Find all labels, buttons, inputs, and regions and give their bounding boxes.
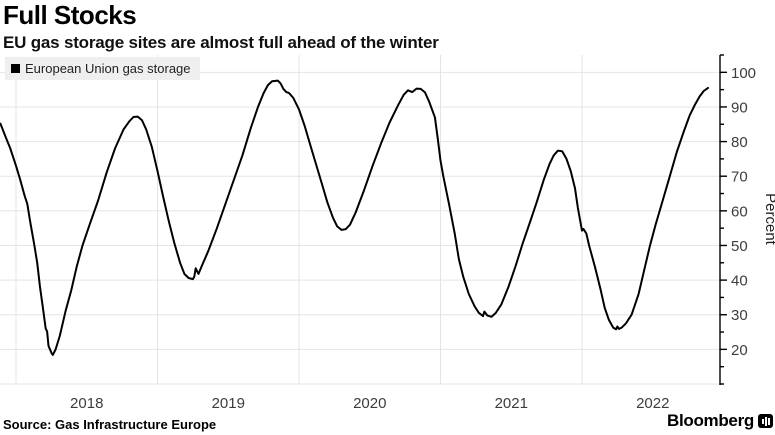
- chart-subtitle: EU gas storage sites are almost full ahe…: [3, 32, 439, 52]
- bloomberg-terminal-icon: [758, 414, 773, 428]
- x-axis-tick-label: 2018: [70, 395, 103, 412]
- chart-header: Full Stocks EU gas storage sites are alm…: [3, 1, 439, 53]
- y-axis-tick-label: 70: [731, 169, 748, 186]
- y-axis-tick-label: 30: [731, 307, 748, 324]
- x-axis-tick-label: 2019: [212, 395, 245, 412]
- y-axis-tick-label: 60: [731, 203, 748, 220]
- legend-label: European Union gas storage: [25, 61, 191, 76]
- y-axis-tick-label: 90: [731, 99, 748, 116]
- y-axis-tick-label: 80: [731, 134, 748, 151]
- x-axis-tick-label: 2020: [353, 395, 386, 412]
- source-note: Source: Gas Infrastructure Europe: [3, 417, 217, 432]
- page-title: Full Stocks: [3, 0, 137, 30]
- x-axis-tick-label: 2021: [495, 395, 528, 412]
- bloomberg-wordmark: Bloomberg: [666, 411, 754, 430]
- storage-line: [0, 79, 709, 356]
- y-axis-title: Percent: [762, 193, 775, 246]
- legend: European Union gas storage: [5, 57, 200, 80]
- y-axis-tick-label: 100: [731, 65, 756, 82]
- y-axis-tick-label: 20: [731, 342, 748, 359]
- y-axis-tick-label: 50: [731, 238, 748, 255]
- legend-swatch-icon: [11, 64, 20, 73]
- y-axis-tick-label: 40: [731, 273, 748, 290]
- bloomberg-logo: Bloomberg: [667, 411, 773, 431]
- x-axis-tick-label: 2022: [636, 395, 669, 412]
